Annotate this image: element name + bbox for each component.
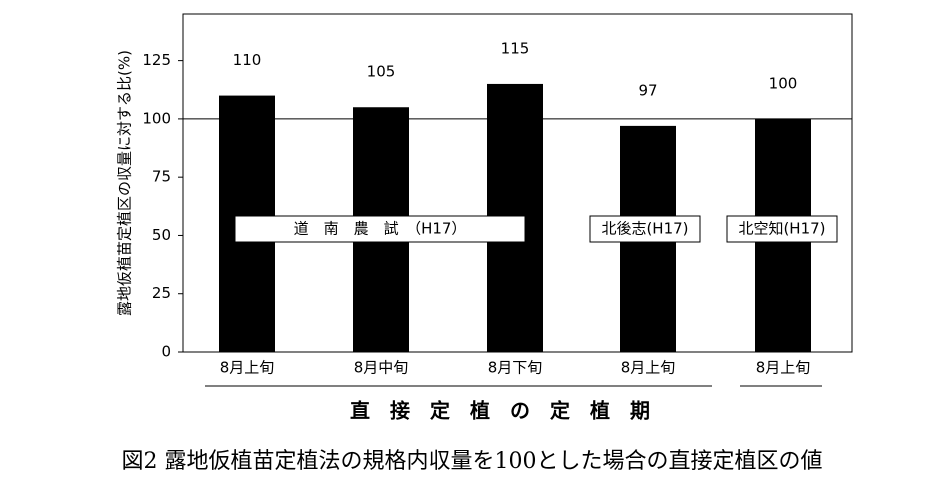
y-tick-label: 125 (142, 51, 171, 69)
x-tick-label: 8月下旬 (488, 359, 543, 377)
caption: 図2 露地仮植苗定植法の規格内収量を100とした場合の直接定植区の値 (122, 449, 823, 474)
value-label: 115 (501, 39, 530, 57)
x-tick-label: 8月上旬 (220, 359, 275, 377)
annotation-box (589, 215, 701, 243)
value-label: 97 (638, 81, 657, 99)
x-tick-label: 8月中旬 (354, 359, 409, 377)
y-tick-label: 0 (161, 343, 171, 361)
annotation: 北後志(H17) (601, 220, 688, 238)
annotation: 北空知(H17) (738, 220, 825, 238)
y-tick-label: 25 (152, 284, 171, 302)
annotation: 道 南 農 試 （H17） (294, 220, 467, 238)
y-tick-label: 100 (142, 109, 171, 127)
x-tick-label: 8月上旬 (621, 359, 676, 377)
annotation-box (234, 215, 526, 243)
y-axis-label: 露地仮植苗定植区の収量に対する比(%) (116, 50, 134, 316)
y-tick-label: 75 (152, 168, 171, 186)
x-axis-label: 直 接 定 植 の 定 植 期 (350, 399, 650, 423)
value-label: 105 (367, 63, 396, 81)
annotation-box (726, 215, 838, 243)
x-tick-label: 8月上旬 (756, 359, 811, 377)
value-label: 110 (233, 51, 262, 69)
value-label: 100 (769, 74, 798, 92)
y-tick-label: 50 (152, 226, 171, 244)
